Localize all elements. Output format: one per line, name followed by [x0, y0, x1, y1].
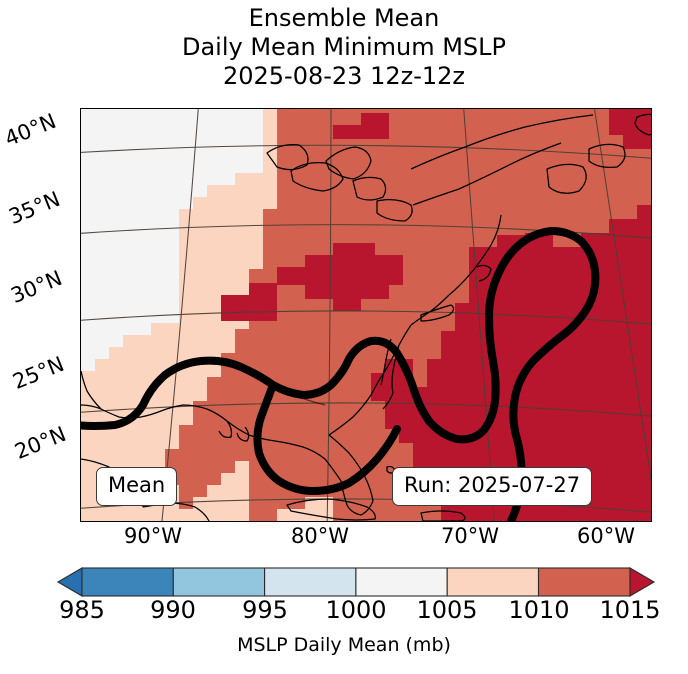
title-line-1: Ensemble Mean	[248, 4, 440, 32]
colorbar-band-1000-1005	[355, 567, 448, 597]
fill-band-above-1015-great-lakes	[277, 243, 403, 311]
fill-peach-notch-southwest	[193, 461, 249, 521]
colorbar-band-1005-1010	[446, 567, 540, 597]
colorbar-tick-995: 995	[242, 596, 288, 624]
colorbar-tick-1010: 1010	[508, 596, 570, 624]
colorbar-tick-1000: 1000	[325, 596, 387, 624]
colorbar-band-985-990	[81, 567, 174, 597]
title-line-2: Daily Mean Minimum MSLP	[181, 33, 506, 61]
colorbar-band-995-1000	[264, 567, 357, 597]
colorbar-tick-985: 985	[59, 596, 105, 624]
fill-band-above-1015-ne-corner	[609, 109, 651, 149]
colorbar-tick-1015: 1015	[599, 596, 661, 624]
mslp-contour-map	[81, 109, 651, 521]
colorbar-tick-1005: 1005	[416, 596, 478, 624]
lat-label-30n: 30°N	[7, 265, 66, 308]
colorbar-swatches	[56, 567, 656, 597]
lat-label-25n: 25°N	[9, 351, 68, 394]
colorbar-under-arrow	[56, 567, 83, 597]
colorbar: 985 990 995 1000 1005 1010 1015 MSLP Dai…	[0, 560, 688, 674]
fill-band-above-1015-lakes-extra	[333, 113, 389, 139]
page-title: Ensemble Mean Daily Mean Minimum MSLP 20…	[0, 4, 688, 91]
lon-label-80w: 80°W	[291, 524, 349, 548]
lat-label-40n: 40°N	[1, 108, 60, 151]
lat-label-20n: 20°N	[11, 421, 70, 464]
contour-1015-line	[81, 227, 600, 521]
map-plot-area	[80, 108, 652, 522]
mean-annotation-box: Mean	[96, 467, 178, 506]
lat-label-35n: 35°N	[5, 186, 64, 229]
fill-peach-notch-caribbean	[277, 497, 333, 521]
colorbar-axis-label: MSLP Daily Mean (mb)	[237, 634, 451, 656]
lon-label-70w: 70°W	[441, 524, 499, 548]
lon-label-90w: 90°W	[124, 524, 182, 548]
colorbar-tick-990: 990	[150, 596, 196, 624]
lon-label-60w: 60°W	[577, 524, 635, 548]
run-date-annotation-box: Run: 2025-07-27	[392, 467, 593, 506]
colorbar-band-990-995	[172, 567, 266, 597]
contour-1015-line-lower	[253, 381, 401, 495]
colorbar-band-1010-1015	[537, 567, 631, 597]
coastlines	[81, 113, 651, 521]
colorbar-over-arrow	[629, 567, 656, 597]
title-line-3: 2025-08-23 12z-12z	[222, 62, 466, 90]
